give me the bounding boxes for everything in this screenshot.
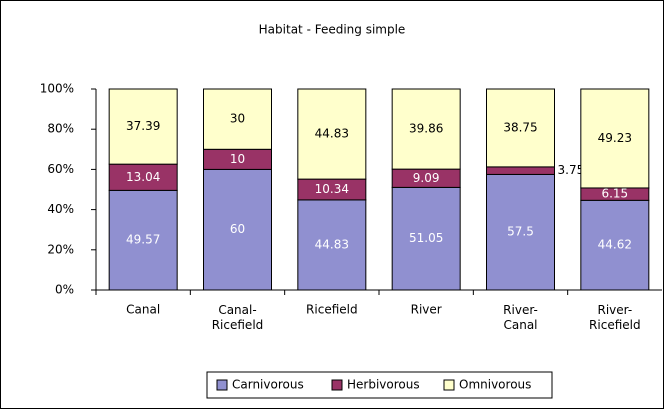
x-tick-label-line: River-: [598, 303, 633, 317]
y-tick-label: 40%: [47, 202, 74, 216]
legend-label: Carnivorous: [232, 378, 304, 392]
data-label: 51.05: [409, 231, 443, 245]
x-tick-label: Ricefield: [306, 303, 358, 317]
data-label: 49.57: [126, 233, 160, 247]
y-tick-label: 20%: [47, 242, 74, 256]
bar-segment: [203, 88, 272, 150]
legend-swatch: [331, 379, 343, 391]
legend-label: Omnivorous: [459, 378, 531, 392]
data-label: 44.83: [315, 237, 349, 251]
legend-swatch: [216, 379, 228, 391]
data-label: 57.5: [507, 225, 534, 239]
data-label: 44.62: [598, 238, 632, 252]
data-label: 3.75: [558, 163, 585, 177]
data-label: 38.75: [503, 120, 537, 134]
bar-segment: [108, 189, 178, 291]
data-label: 9.09: [413, 171, 440, 185]
x-tick-label: River-Canal: [503, 303, 538, 332]
x-tick-label-line: Ricefield: [589, 318, 641, 332]
x-tick-label: River-Ricefield: [589, 303, 641, 332]
chart-title: Habitat - Feeding simple: [259, 23, 406, 37]
bar-segment: [297, 199, 367, 291]
bar-segment: [297, 88, 367, 180]
x-tick-label-line: River-: [503, 303, 538, 317]
data-label: 49.23: [598, 131, 632, 145]
bar-segment: [108, 88, 178, 165]
data-label: 10: [230, 152, 245, 166]
x-tick-label-line: Ricefield: [212, 318, 264, 332]
bar-segment: [580, 199, 650, 291]
x-tick-label: Canal-Ricefield: [212, 303, 264, 332]
legend-box: [206, 371, 553, 399]
data-label: 6.15: [601, 187, 628, 201]
bar-segment: [203, 168, 272, 291]
bar-segment: [391, 88, 461, 170]
data-label: 10.34: [315, 182, 349, 196]
bar-segment: [580, 88, 650, 189]
bar-segment: [391, 186, 461, 291]
x-tick-label-line: Canal-: [218, 303, 256, 317]
y-tick-label: 80%: [47, 122, 74, 136]
x-tick-label-line: Canal: [503, 318, 537, 332]
data-label: 44.83: [315, 127, 349, 141]
data-label: 13.04: [126, 170, 160, 184]
bar-segment: [486, 166, 555, 175]
data-label: 60: [230, 222, 245, 236]
legend-label: Herbivorous: [347, 378, 420, 392]
y-tick-label: 100%: [40, 82, 74, 96]
data-label: 30: [230, 112, 245, 126]
y-tick-label: 60%: [47, 162, 74, 176]
x-tick-label: River: [411, 303, 442, 317]
legend-swatch: [443, 379, 455, 391]
bar-segment: [486, 88, 555, 168]
bar-segment: [486, 173, 555, 291]
data-label: 39.86: [409, 122, 443, 136]
x-tick-label: Canal: [126, 303, 160, 317]
y-tick-label: 0%: [55, 283, 74, 297]
data-label: 37.39: [126, 119, 160, 133]
